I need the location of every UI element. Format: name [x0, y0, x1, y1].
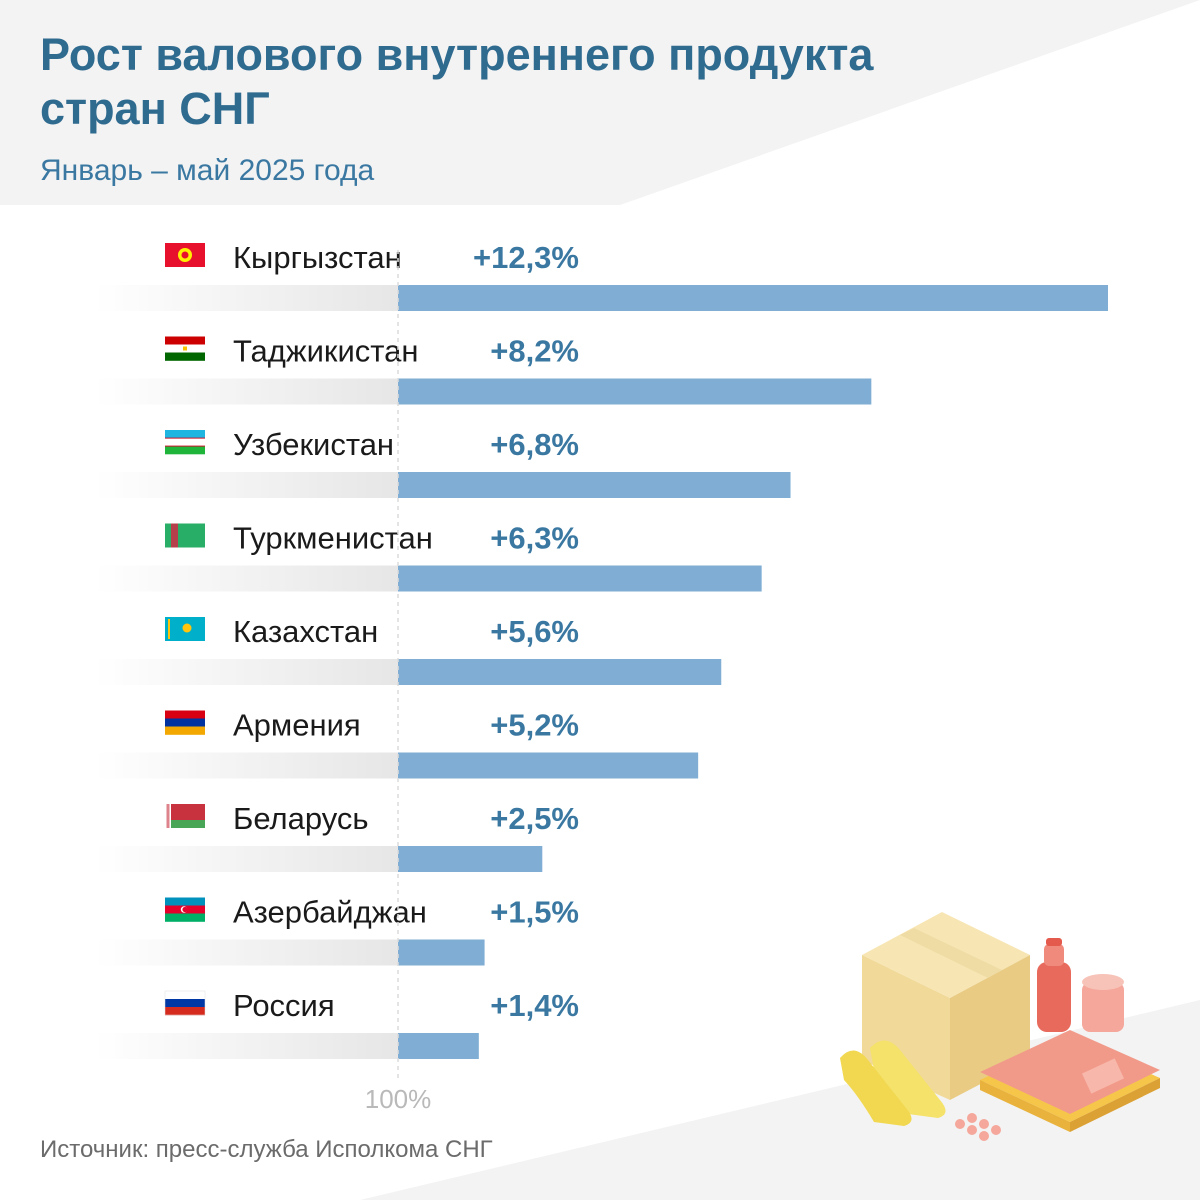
country-label: Казахстан: [233, 614, 378, 649]
bar: [398, 285, 1108, 311]
bar-track: [95, 285, 398, 311]
bar-track: [95, 472, 398, 498]
value-label: +2,5%: [490, 801, 579, 836]
country-label: Туркменистан: [233, 521, 433, 556]
bar: [398, 846, 543, 872]
value-label: +5,6%: [490, 614, 579, 649]
country-label: Азербайджан: [233, 895, 427, 930]
value-label: +12,3%: [473, 240, 579, 275]
azerbaijan-flag-icon: [165, 897, 205, 922]
tajikistan-flag-icon: [165, 336, 205, 361]
value-label: +6,3%: [490, 521, 579, 556]
bar: [398, 659, 722, 685]
bar: [398, 472, 791, 498]
country-label: Кыргызстан: [233, 240, 402, 275]
bar-track: [95, 752, 398, 779]
country-label: Узбекистан: [233, 427, 394, 462]
value-label: +5,2%: [490, 708, 579, 743]
bar-track: [95, 565, 398, 592]
goods-illustration: [840, 912, 1160, 1141]
baseline-label: 100%: [365, 1084, 432, 1114]
bar: [398, 939, 485, 966]
country-label: Армения: [233, 708, 361, 743]
russia-flag-icon: [164, 990, 206, 1016]
uzbekistan-flag-icon: [165, 430, 205, 455]
bar: [398, 378, 872, 405]
page-title: Рост валового внутреннего продукта стран…: [40, 29, 874, 134]
country-label: Таджикистан: [233, 334, 419, 369]
value-label: +1,5%: [490, 895, 579, 930]
belarus-flag-icon: [165, 804, 205, 828]
kazakhstan-flag-icon: [165, 617, 205, 641]
value-label: +8,2%: [490, 334, 579, 369]
bar: [398, 565, 762, 592]
bar-track: [95, 1033, 398, 1059]
country-label: Россия: [233, 988, 335, 1023]
value-label: +1,4%: [490, 988, 579, 1023]
value-label: +6,8%: [490, 427, 579, 462]
country-label: Беларусь: [233, 801, 369, 836]
bar-track: [95, 659, 398, 685]
page-subtitle: Январь – май 2025 года: [40, 154, 375, 187]
bar: [398, 1033, 479, 1059]
bar-track: [95, 846, 398, 872]
armenia-flag-icon: [165, 710, 205, 735]
kyrgyzstan-flag-icon: [165, 243, 205, 267]
turkmenistan-flag-icon: [165, 523, 205, 548]
bar-track: [95, 378, 398, 405]
source-note: Источник: пресс-служба Исполкома СНГ: [40, 1136, 493, 1163]
bar: [398, 752, 699, 779]
bar-track: [95, 939, 398, 966]
